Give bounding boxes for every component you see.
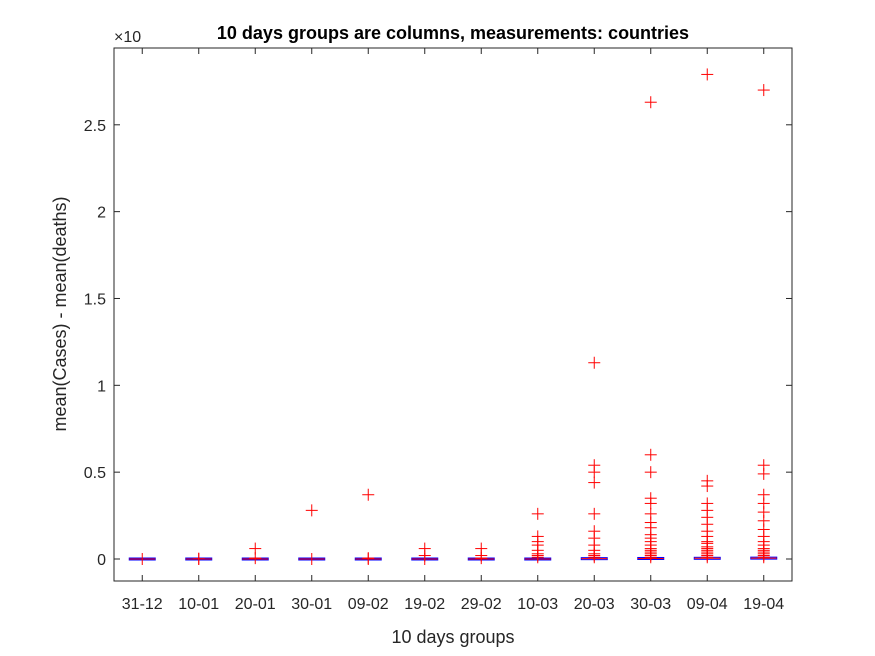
box-group [750, 84, 778, 564]
y-exponent-label: ×10 [114, 29, 141, 46]
outlier-marker [588, 507, 601, 520]
x-tick-label: 20-01 [235, 596, 276, 613]
outlier-marker [757, 459, 770, 472]
box-group [411, 542, 439, 565]
outlier-marker [136, 553, 149, 565]
y-tick-label: 1 [97, 378, 106, 395]
box-group [693, 68, 721, 564]
outlier-marker [588, 476, 601, 489]
y-axis-label: mean(Cases) - mean(deaths) [50, 196, 70, 431]
box-group [128, 553, 156, 565]
outlier-marker [305, 504, 318, 517]
x-tick-label: 19-02 [404, 596, 445, 613]
box-group [580, 356, 608, 564]
x-tick-label: 09-04 [687, 596, 728, 613]
outlier-marker [475, 542, 488, 555]
y-tick-label: 0.5 [84, 465, 106, 482]
outlier-marker [757, 84, 770, 97]
x-axis-label: 10 days groups [391, 627, 514, 647]
outlier-marker [362, 488, 375, 501]
y-tick-label: 2.5 [84, 118, 106, 135]
outlier-marker [701, 68, 714, 81]
outlier-marker [644, 507, 657, 520]
outlier-marker [644, 492, 657, 505]
y-tick-label: 2 [97, 205, 106, 222]
box-group [241, 542, 269, 565]
outlier-marker [588, 356, 601, 369]
outlier-marker [305, 553, 318, 565]
outlier-marker [701, 474, 714, 487]
chart-marks [128, 68, 778, 565]
box-group [298, 504, 326, 565]
y-axis: 0 0.5 1 1.5 2 2.5 [84, 118, 792, 569]
outlier-marker [588, 459, 601, 472]
x-tick-label: 30-03 [630, 596, 671, 613]
outlier-marker [249, 542, 262, 555]
x-tick-label: 30-01 [291, 596, 332, 613]
outlier-marker [757, 488, 770, 501]
plot-area [113, 47, 793, 582]
x-tick-label: 29-02 [461, 596, 502, 613]
x-tick-label: 09-02 [348, 596, 389, 613]
y-tick-label: 0 [97, 552, 106, 569]
outlier-marker [192, 552, 205, 565]
x-tick-label: 10-01 [178, 596, 219, 613]
outlier-marker [531, 530, 544, 543]
x-tick-label: 20-03 [574, 596, 615, 613]
x-tick-label: 19-04 [743, 596, 784, 613]
box-group [524, 507, 552, 564]
outlier-marker [644, 96, 657, 109]
x-axis: 31-12 10-01 20-01 30-01 09-02 19-02 29-02 10-03… [122, 48, 784, 613]
box-group [637, 96, 665, 564]
outlier-marker [531, 507, 544, 520]
chart-title: 10 days groups are columns, measurements… [217, 23, 689, 43]
x-tick-label: 10-03 [517, 596, 558, 613]
y-tick-label: 1.5 [84, 291, 106, 308]
outlier-marker [701, 497, 714, 510]
box-group [354, 488, 382, 565]
outlier-marker [644, 466, 657, 479]
x-tick-label: 31-12 [122, 596, 163, 613]
outlier-marker [644, 448, 657, 461]
box-group [467, 542, 495, 565]
box-group [185, 552, 213, 565]
outlier-marker [362, 552, 375, 565]
outlier-marker [588, 525, 601, 538]
outlier-marker [418, 542, 431, 555]
